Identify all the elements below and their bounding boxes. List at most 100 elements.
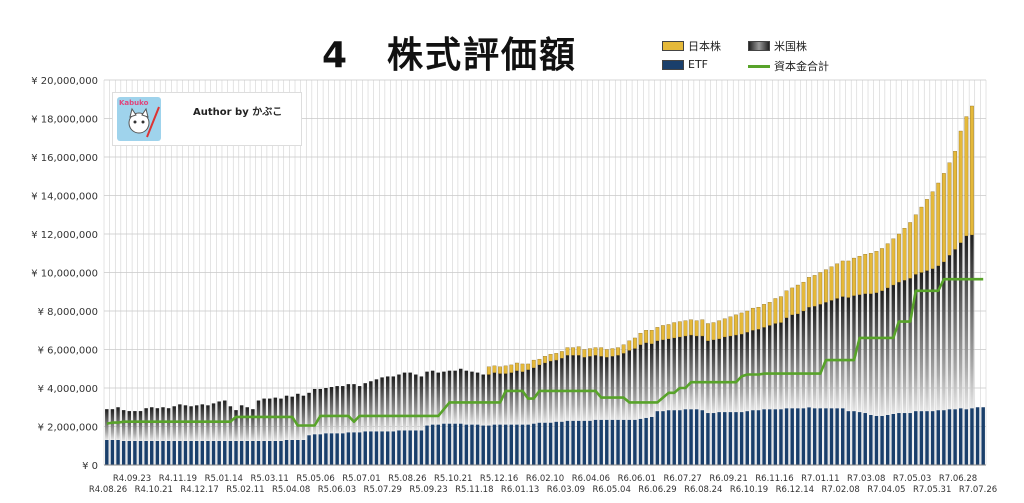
x-tick-label-bottom: R6.05.04	[593, 485, 631, 495]
bar-etf	[217, 440, 221, 465]
bar-us	[150, 407, 154, 441]
bar-etf	[419, 430, 424, 465]
bar-etf	[745, 411, 749, 465]
bar-etf	[981, 407, 985, 465]
x-tick-label-top: R6.06.01	[618, 474, 656, 484]
bar-etf	[936, 410, 940, 465]
bar-jp	[492, 365, 497, 373]
bar-etf	[273, 440, 278, 465]
bar-us	[633, 348, 637, 420]
bar-etf	[301, 439, 306, 465]
x-tick-label-bottom: R6.01.13	[501, 485, 539, 495]
bar-jp	[604, 349, 609, 358]
bar-us	[869, 293, 873, 415]
x-tick-label-top: R6.02.10	[526, 474, 564, 484]
bar-us	[425, 371, 429, 426]
bar-etf	[492, 424, 497, 465]
bar-etf	[228, 440, 233, 465]
y-tick-label: ¥ 6,000,000	[38, 346, 98, 357]
bar-etf	[363, 431, 367, 465]
bar-etf	[751, 410, 755, 465]
bar-jp	[930, 191, 935, 269]
bar-etf	[335, 433, 339, 465]
bar-etf	[964, 409, 969, 465]
bar-us	[745, 332, 749, 412]
bar-etf	[627, 419, 632, 465]
bar-us	[324, 388, 328, 434]
bar-etf	[150, 440, 154, 465]
bar-etf	[717, 412, 721, 465]
bar-jp	[498, 366, 502, 374]
x-tick-label-top: R5.01.14	[205, 474, 243, 484]
bar-etf	[762, 409, 766, 465]
x-tick-label-top: R7.03.08	[847, 474, 885, 484]
bar-jp	[829, 266, 834, 301]
bar-us	[897, 282, 901, 414]
bar-us	[841, 296, 845, 409]
x-tick-label-top: R6.11.16	[755, 474, 793, 484]
bar-etf	[689, 409, 693, 465]
bar-us	[818, 304, 823, 409]
bar-jp	[722, 318, 727, 338]
bar-us	[105, 409, 109, 440]
bar-jp	[925, 199, 929, 271]
bar-jp	[661, 325, 665, 341]
bar-etf	[734, 412, 738, 465]
bar-etf	[245, 440, 249, 465]
bar-jp	[908, 222, 913, 279]
bar-us	[532, 367, 536, 424]
y-tick-label: ¥ 8,000,000	[38, 307, 98, 318]
bar-jp	[762, 304, 766, 328]
bar-us	[503, 373, 508, 425]
bar-jp	[835, 263, 840, 299]
bar-us	[762, 327, 766, 410]
bar-us	[689, 335, 693, 410]
bar-etf	[532, 423, 536, 465]
bar-jp	[683, 320, 688, 337]
bar-jp	[745, 310, 750, 333]
bar-us	[189, 406, 193, 441]
bar-etf	[958, 408, 963, 465]
bar-etf	[408, 430, 412, 465]
bar-jp	[559, 351, 564, 359]
bar-etf	[728, 412, 733, 465]
bar-us	[773, 323, 778, 410]
bar-etf	[447, 423, 452, 465]
logo-text: Kabuko	[119, 99, 149, 107]
x-tick-label-top: R4.09.23	[113, 474, 151, 484]
bar-us	[273, 397, 278, 441]
bar-us	[796, 313, 800, 409]
bar-etf	[144, 440, 148, 465]
bar-jp	[897, 233, 901, 283]
bar-etf	[357, 432, 362, 465]
bar-etf	[605, 419, 609, 465]
bar-us	[947, 255, 952, 410]
x-tick-label-bottom: R5.04.08	[272, 485, 310, 495]
bar-us	[520, 371, 525, 425]
bar-jp	[784, 290, 789, 318]
bar-us	[970, 234, 974, 409]
bar-us	[183, 405, 188, 441]
bar-etf	[284, 439, 289, 465]
bar-us	[638, 344, 643, 419]
bar-us	[369, 381, 373, 432]
bar-jp	[734, 314, 738, 336]
legend-swatch-jp	[662, 41, 684, 51]
bar-etf	[346, 432, 351, 465]
x-tick-label-top: R5.05.06	[296, 474, 334, 484]
bar-etf	[341, 433, 345, 465]
bar-us	[717, 338, 721, 413]
bar-us	[458, 368, 463, 424]
bar-us	[908, 278, 912, 414]
bar-etf	[498, 424, 502, 465]
legend-swatch-capital	[748, 64, 770, 68]
bar-jp	[537, 358, 542, 366]
bar-us	[835, 298, 839, 409]
bar-jp	[565, 347, 570, 356]
bar-jp	[964, 116, 969, 237]
bar-etf	[509, 424, 514, 465]
bar-us	[925, 270, 929, 412]
bar-jp	[616, 347, 620, 356]
bar-etf	[885, 414, 890, 465]
